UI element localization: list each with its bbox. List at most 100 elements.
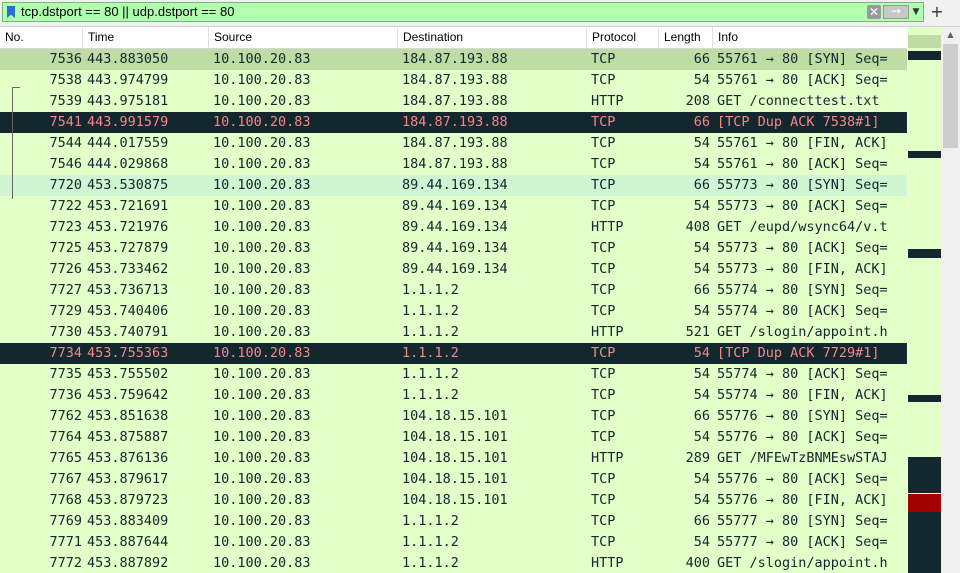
packet-row[interactable]: 7539 443.975181 10.100.20.83 184.87.193.88 H… (0, 91, 907, 112)
packet-cell-len: 54 (693, 198, 710, 214)
packet-cell-info: 55776 → 80 [SYN] Seq= (717, 408, 888, 424)
packet-row[interactable]: 7734 453.755363 10.100.20.83 1.1.1.2 TCP 54 [T… (0, 343, 907, 364)
packet-cell-no: 7722 (49, 198, 82, 214)
packet-row[interactable]: 7538 443.974799 10.100.20.83 184.87.193.88 T… (0, 70, 907, 91)
column-header-destination[interactable]: Destination (398, 27, 587, 48)
packet-cell-time: 453.721691 (87, 198, 169, 214)
packet-cell-no: 7765 (49, 450, 82, 466)
packet-cell-info: 55774 → 80 [SYN] Seq= (717, 282, 888, 298)
packet-cell-proto: TCP (591, 408, 616, 424)
packet-cell-time: 453.727879 (87, 240, 169, 256)
packet-cell-src: 10.100.20.83 (213, 387, 311, 403)
packet-row[interactable]: 7762 453.851638 10.100.20.83 104.18.15.101 T… (0, 406, 907, 427)
packet-cell-no: 7726 (49, 261, 82, 277)
packet-row[interactable]: 7722 453.721691 10.100.20.83 89.44.169.134 T… (0, 196, 907, 217)
packet-cell-proto: TCP (591, 534, 616, 550)
packet-cell-src: 10.100.20.83 (213, 282, 311, 298)
packet-cell-proto: TCP (591, 156, 616, 172)
packet-row[interactable]: 7725 453.727879 10.100.20.83 89.44.169.134 T… (0, 238, 907, 259)
packet-cell-no: 7546 (49, 156, 82, 172)
vertical-scrollbar[interactable]: ▲ (941, 27, 960, 573)
packet-row[interactable]: 7727 453.736713 10.100.20.83 1.1.1.2 TCP 66 55… (0, 280, 907, 301)
packet-row[interactable]: 7736 453.759642 10.100.20.83 1.1.1.2 TCP 54 55… (0, 385, 907, 406)
packet-cell-time: 453.851638 (87, 408, 169, 424)
packet-row[interactable]: 7772 453.887892 10.100.20.83 1.1.1.2 HTTP 400… (0, 553, 907, 573)
packet-cell-src: 10.100.20.83 (213, 219, 311, 235)
packet-cell-info: 55773 → 80 [ACK] Seq= (717, 198, 888, 214)
packet-row[interactable]: 7536 443.883050 10.100.20.83 184.87.193.88 T… (0, 49, 907, 70)
packet-row[interactable]: 7726 453.733462 10.100.20.83 89.44.169.134 T… (0, 259, 907, 280)
packet-row[interactable]: 7723 453.721976 10.100.20.83 89.44.169.134 H… (0, 217, 907, 238)
display-filter-field[interactable]: ✕ → ▼ (2, 2, 924, 22)
packet-row[interactable]: 7765 453.876136 10.100.20.83 104.18.15.101 H… (0, 448, 907, 469)
column-header-time[interactable]: Time (83, 27, 209, 48)
packet-cell-time: 453.733462 (87, 261, 169, 277)
column-header-length[interactable]: Length (659, 27, 713, 48)
packet-cell-proto: TCP (591, 366, 616, 382)
packet-cell-len: 54 (693, 387, 710, 403)
scroll-up-arrow-icon[interactable]: ▲ (947, 30, 954, 39)
column-header-no[interactable]: No. (0, 27, 83, 48)
packet-cell-proto: TCP (591, 429, 616, 445)
packet-row[interactable]: 7544 444.017559 10.100.20.83 184.87.193.88 T… (0, 133, 907, 154)
packet-cell-time: 453.879723 (87, 492, 169, 508)
packet-cell-src: 10.100.20.83 (213, 429, 311, 445)
packet-cell-proto: HTTP (591, 93, 624, 109)
packet-row[interactable]: 7729 453.740406 10.100.20.83 1.1.1.2 TCP 54 55… (0, 301, 907, 322)
packet-cell-src: 10.100.20.83 (213, 450, 311, 466)
packet-cell-info: 55776 → 80 [ACK] Seq= (717, 429, 888, 445)
packet-row[interactable]: 7764 453.875887 10.100.20.83 104.18.15.101 T… (0, 427, 907, 448)
filter-bookmark-icon[interactable] (7, 6, 15, 18)
packet-row[interactable]: 7730 453.740791 10.100.20.83 1.1.1.2 HTTP 521… (0, 322, 907, 343)
packet-cell-len: 400 (685, 555, 710, 571)
packet-cell-src: 10.100.20.83 (213, 261, 311, 277)
packet-rows: 7536 443.883050 10.100.20.83 184.87.193.88 T… (0, 49, 907, 573)
packet-cell-src: 10.100.20.83 (213, 555, 311, 571)
packet-cell-time: 453.879617 (87, 471, 169, 487)
packet-row[interactable]: 7771 453.887644 10.100.20.83 1.1.1.2 TCP 54 55… (0, 532, 907, 553)
packet-cell-len: 521 (685, 324, 710, 340)
packet-cell-no: 7538 (49, 72, 82, 88)
packet-row[interactable]: 7768 453.879723 10.100.20.83 104.18.15.101 T… (0, 490, 907, 511)
packet-cell-no: 7769 (49, 513, 82, 529)
conversation-bracket-tick (12, 87, 20, 88)
packet-row[interactable]: 7546 444.029868 10.100.20.83 184.87.193.88 T… (0, 154, 907, 175)
packet-cell-info: 55761 → 80 [FIN, ACK] (717, 135, 888, 151)
filter-history-dropdown-icon[interactable]: ▼ (912, 7, 920, 17)
packet-cell-len: 54 (693, 345, 710, 361)
add-filter-button[interactable]: + (930, 2, 944, 21)
packet-cell-src: 10.100.20.83 (213, 72, 311, 88)
scroll-thumb[interactable] (943, 44, 958, 148)
packet-cell-time: 453.883409 (87, 513, 169, 529)
packet-cell-proto: TCP (591, 261, 616, 277)
packet-cell-no: 7720 (49, 177, 82, 193)
packet-cell-no: 7772 (49, 555, 82, 571)
packet-list[interactable]: No. Time Source Destination Protocol Len… (0, 27, 907, 573)
packet-row[interactable]: 7735 453.755502 10.100.20.83 1.1.1.2 TCP 54 55… (0, 364, 907, 385)
apply-filter-button[interactable]: → (883, 5, 909, 19)
packet-row[interactable]: 7720 453.530875 10.100.20.83 89.44.169.134 T… (0, 175, 907, 196)
packet-cell-dst: 104.18.15.101 (402, 429, 508, 445)
packet-cell-time: 453.876136 (87, 450, 169, 466)
packet-cell-info: [TCP Dup ACK 7729#1] (717, 345, 880, 361)
packet-row[interactable]: 7769 453.883409 10.100.20.83 1.1.1.2 TCP 66 55… (0, 511, 907, 532)
packet-cell-dst: 184.87.193.88 (402, 135, 508, 151)
packet-cell-no: 7734 (49, 345, 82, 361)
packet-cell-info: 55761 → 80 [ACK] Seq= (717, 72, 888, 88)
packet-row[interactable]: 7767 453.879617 10.100.20.83 104.18.15.101 T… (0, 469, 907, 490)
packet-cell-info: 55774 → 80 [ACK] Seq= (717, 366, 888, 382)
packet-row[interactable]: 7541 443.991579 10.100.20.83 184.87.193.88 T… (0, 112, 907, 133)
packet-cell-dst: 89.44.169.134 (402, 261, 508, 277)
column-header-info[interactable]: Info (718, 30, 739, 44)
packet-cell-len: 54 (693, 366, 710, 382)
packet-minimap[interactable] (908, 27, 941, 573)
column-header-source[interactable]: Source (209, 27, 398, 48)
column-header-protocol[interactable]: Protocol (587, 27, 659, 48)
packet-cell-no: 7725 (49, 240, 82, 256)
packet-cell-dst: 1.1.1.2 (402, 282, 459, 298)
display-filter-input[interactable] (21, 3, 861, 21)
clear-filter-button[interactable]: ✕ (867, 5, 881, 19)
display-filter-toolbar: ✕ → ▼ + (0, 0, 960, 27)
minimap-marker (908, 457, 941, 493)
packet-cell-no: 7541 (49, 114, 82, 130)
